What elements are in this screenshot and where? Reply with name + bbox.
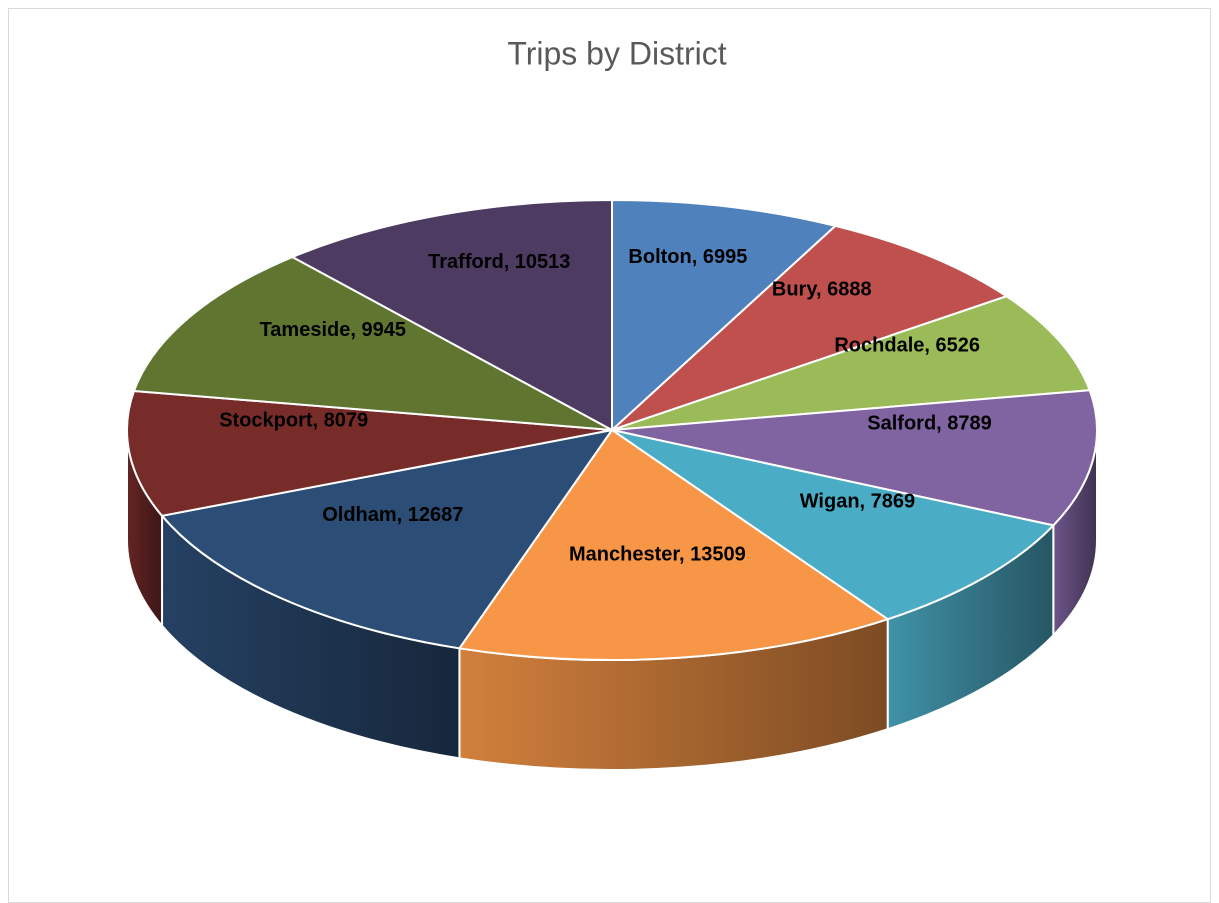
data-label: Stockport, 8079 bbox=[219, 409, 368, 431]
slice bbox=[611, 224, 1009, 431]
data-label: Bolton, 6995 bbox=[628, 246, 747, 268]
pie-tops bbox=[126, 198, 1098, 661]
data-label: Wigan, 7869 bbox=[800, 491, 915, 513]
slice bbox=[611, 198, 838, 433]
data-label: Tameside, 9945 bbox=[260, 319, 406, 341]
slice bbox=[611, 389, 1098, 527]
data-label: Salford, 8789 bbox=[867, 412, 992, 434]
data-label: Oldham, 12687 bbox=[322, 504, 463, 526]
data-label: Bury, 6888 bbox=[772, 279, 872, 301]
data-label: Manchester, 13509 bbox=[569, 544, 746, 566]
slice bbox=[160, 428, 615, 650]
slice bbox=[457, 428, 890, 661]
slice bbox=[290, 198, 613, 432]
slice bbox=[611, 429, 1056, 621]
slice bbox=[126, 389, 613, 517]
slice bbox=[132, 255, 613, 431]
slice bbox=[611, 295, 1092, 431]
data-label: Trafford, 10513 bbox=[428, 251, 570, 273]
chart-title: Trips by District bbox=[507, 35, 726, 71]
data-label: Rochdale, 6526 bbox=[834, 335, 980, 357]
pie-labels: Bolton, 6995 Bury, 6888 Rochdale, 6526 Salf… bbox=[219, 246, 992, 566]
